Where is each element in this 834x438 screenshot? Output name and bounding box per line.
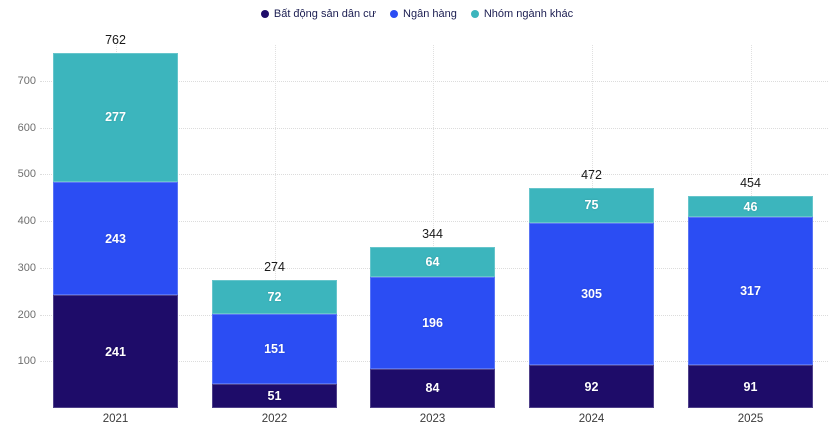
gridline-horizontal — [40, 81, 828, 82]
bar-value-label: 51 — [267, 389, 282, 404]
bar-value-label: 75 — [584, 198, 599, 213]
legend-dot — [260, 10, 269, 18]
legend-item-1[interactable]: Ngân hàng — [390, 8, 457, 20]
y-axis-tick-label: 700 — [17, 75, 36, 87]
bar-segment-2025-series-0[interactable]: 91 — [688, 365, 813, 408]
bar-value-label: 72 — [267, 289, 282, 304]
gridline-horizontal — [40, 221, 828, 223]
bar-value-label: 151 — [264, 341, 285, 356]
bar-value-label: 46 — [743, 199, 758, 214]
legend-label: Ngân hàng — [403, 8, 457, 20]
bar-value-label: 241 — [105, 344, 126, 359]
legend-item-2[interactable]: Nhóm ngành khác — [470, 8, 574, 20]
x-axis-label-2025: 2025 — [737, 413, 764, 425]
x-axis-label-2022: 2022 — [261, 413, 288, 425]
bar-segment-2021-series-0[interactable]: 241 — [53, 295, 178, 408]
legend-item-0[interactable]: Bất động sản dân cư — [260, 8, 377, 20]
bar-value-label: 305 — [581, 286, 602, 301]
bar-value-label: 243 — [105, 231, 126, 246]
bar-value-label: 91 — [743, 379, 758, 394]
x-axis-label-2024: 2024 — [578, 413, 605, 425]
bar-segment-2022-series-1[interactable]: 151 — [212, 313, 337, 385]
legend-dot — [390, 10, 399, 18]
bar-value-label: 196 — [422, 315, 443, 330]
bar-segment-2023-series-0[interactable]: 84 — [370, 368, 495, 408]
bar-segment-2021-series-1[interactable]: 243 — [53, 181, 178, 296]
y-axis-tick-label: 200 — [17, 308, 36, 321]
legend-label: Nhóm ngành khác — [483, 8, 574, 20]
y-axis-tick-label: 600 — [17, 121, 36, 134]
bar-segment-2024-series-0[interactable]: 92 — [529, 365, 654, 408]
x-axis-label-2023: 2023 — [419, 413, 446, 425]
bar-segment-2023-series-2[interactable]: 64 — [370, 247, 495, 278]
bar-value-label: 84 — [425, 381, 440, 396]
bar-total-label-2023: 344 — [422, 227, 443, 242]
bar-segment-2025-series-2[interactable]: 46 — [688, 195, 813, 218]
bar-total-label-2022: 274 — [264, 260, 285, 274]
legend-dot — [470, 10, 479, 18]
bar-segment-2024-series-1[interactable]: 305 — [529, 222, 654, 365]
chart-legend: Bất động sản dân cư Ngân hàng Nhóm ngành k… — [0, 8, 834, 20]
bar-segment-2023-series-1[interactable]: 196 — [370, 277, 495, 369]
bar-value-label: 92 — [584, 379, 599, 394]
legend-label: Bất động sản dân cư — [273, 8, 377, 20]
y-axis-tick-label: 100 — [17, 355, 36, 368]
bar-segment-2022-series-0[interactable]: 51 — [212, 384, 337, 408]
bar-segment-2022-series-2[interactable]: 72 — [212, 280, 337, 314]
y-axis-tick-label: 500 — [17, 168, 36, 181]
bar-total-label-2025: 454 — [740, 175, 761, 190]
bar-value-label: 64 — [425, 255, 440, 270]
gridline-horizontal — [40, 127, 828, 129]
bar-value-label: 317 — [740, 284, 761, 299]
bar-value-label: 277 — [105, 110, 126, 125]
bar-segment-2024-series-2[interactable]: 75 — [529, 187, 654, 223]
y-axis-tick-label: 300 — [17, 261, 36, 274]
bar-segment-2025-series-1[interactable]: 317 — [688, 217, 813, 366]
gridline-vertical — [274, 45, 276, 408]
gridline-horizontal — [40, 174, 828, 176]
y-axis-tick-label: 400 — [17, 215, 36, 228]
bar-segment-2021-series-2[interactable]: 277 — [53, 52, 178, 182]
gridline-vertical — [432, 45, 434, 408]
bar-total-label-2024: 472 — [581, 167, 602, 182]
x-axis-label-2021: 2021 — [102, 413, 129, 425]
bar-total-label-2021: 762 — [105, 32, 126, 47]
